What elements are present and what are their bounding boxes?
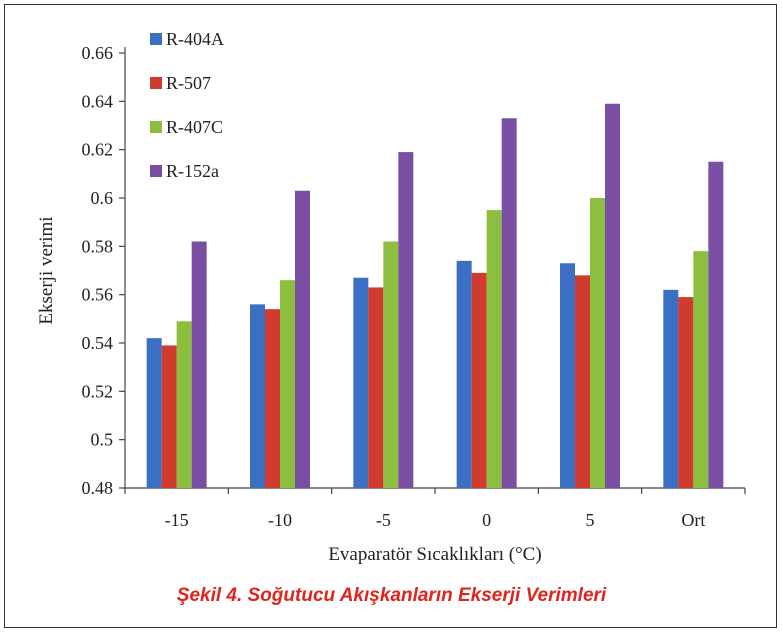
legend-swatch bbox=[150, 165, 162, 177]
x-axis: -15 -10 -5 0 5 Ort bbox=[124, 487, 746, 530]
legend-label: R-152a bbox=[166, 161, 219, 181]
bars bbox=[146, 103, 724, 489]
bar-r-404a-0 bbox=[456, 260, 472, 488]
bar-r-404a--10 bbox=[250, 304, 265, 488]
legend-label: R-407C bbox=[166, 117, 223, 137]
bar-r-152a--15 bbox=[191, 241, 207, 488]
bar-r-404a--5 bbox=[353, 277, 369, 488]
y-tick-label: 0.52 bbox=[82, 381, 114, 401]
bar-r-507--15 bbox=[161, 345, 177, 488]
y-tick-label: 0.62 bbox=[82, 140, 114, 160]
legend-label: R-507 bbox=[166, 73, 211, 93]
y-tick-label: 0.54 bbox=[82, 333, 114, 353]
bar-r-507-0 bbox=[471, 272, 487, 488]
bar-r-152a-Ort bbox=[708, 161, 724, 488]
legend-swatch bbox=[150, 121, 162, 133]
y-tick-label: 0.56 bbox=[82, 285, 114, 305]
x-tick-label: 0 bbox=[482, 510, 491, 530]
figure-caption: Şekil 4. Soğutucu Akışkanların Ekserji V… bbox=[176, 585, 607, 606]
y-tick-label: 0.58 bbox=[82, 236, 114, 256]
x-tick-label: -10 bbox=[268, 510, 292, 530]
bar-r-507--10 bbox=[265, 309, 280, 488]
y-axis-label: Ekserji verimi bbox=[36, 216, 57, 324]
x-tick-label: -5 bbox=[376, 510, 391, 530]
bar-r-407c-Ort bbox=[693, 251, 709, 488]
bar-r-404a-Ort bbox=[663, 289, 679, 488]
legend-swatch bbox=[150, 33, 162, 45]
x-tick-label: -15 bbox=[165, 510, 189, 530]
bar-r-404a-5 bbox=[560, 263, 575, 488]
bar-r-152a-5 bbox=[605, 103, 620, 488]
x-axis-label: Evaparatör Sıcaklıkları (°C) bbox=[328, 544, 541, 565]
y-tick-label: 0.6 bbox=[91, 188, 114, 208]
bar-chart: 0.48 0.5 0.52 0.54 0.56 0.58 0.6 0.62 0.64 0.66 -… bbox=[36, 29, 746, 565]
y-tick-label: 0.48 bbox=[82, 478, 114, 498]
x-tick-label: Ort bbox=[681, 510, 705, 530]
bar-r-152a-0 bbox=[501, 118, 517, 488]
bar-r-507-Ort bbox=[678, 297, 694, 488]
legend-swatch bbox=[150, 77, 162, 89]
legend: R-404A R-507 R-407C R-152a bbox=[150, 29, 224, 181]
bar-r-407c--5 bbox=[383, 241, 399, 488]
figure-frame: 0.48 0.5 0.52 0.54 0.56 0.58 0.6 0.62 0.64 0.66 -… bbox=[4, 4, 777, 628]
bar-r-152a--5 bbox=[398, 152, 414, 489]
y-tick-label: 0.5 bbox=[91, 430, 114, 450]
y-tick-label: 0.64 bbox=[82, 91, 114, 111]
bar-r-407c--10 bbox=[280, 280, 295, 488]
y-tick-label: 0.66 bbox=[82, 43, 114, 63]
bar-r-407c-5 bbox=[590, 198, 605, 488]
bar-r-407c--15 bbox=[176, 321, 192, 488]
x-tick-label: 5 bbox=[586, 510, 595, 530]
bar-r-152a--10 bbox=[295, 190, 310, 488]
bar-r-404a--15 bbox=[146, 338, 162, 488]
legend-label: R-404A bbox=[166, 29, 224, 49]
bar-r-507--5 bbox=[368, 287, 384, 488]
bar-r-507-5 bbox=[575, 275, 590, 488]
bar-r-407c-0 bbox=[486, 210, 502, 489]
y-axis: 0.48 0.5 0.52 0.54 0.56 0.58 0.6 0.62 0.64 0.66 bbox=[82, 43, 126, 498]
